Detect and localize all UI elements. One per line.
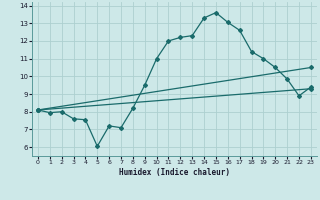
X-axis label: Humidex (Indice chaleur): Humidex (Indice chaleur)	[119, 168, 230, 177]
